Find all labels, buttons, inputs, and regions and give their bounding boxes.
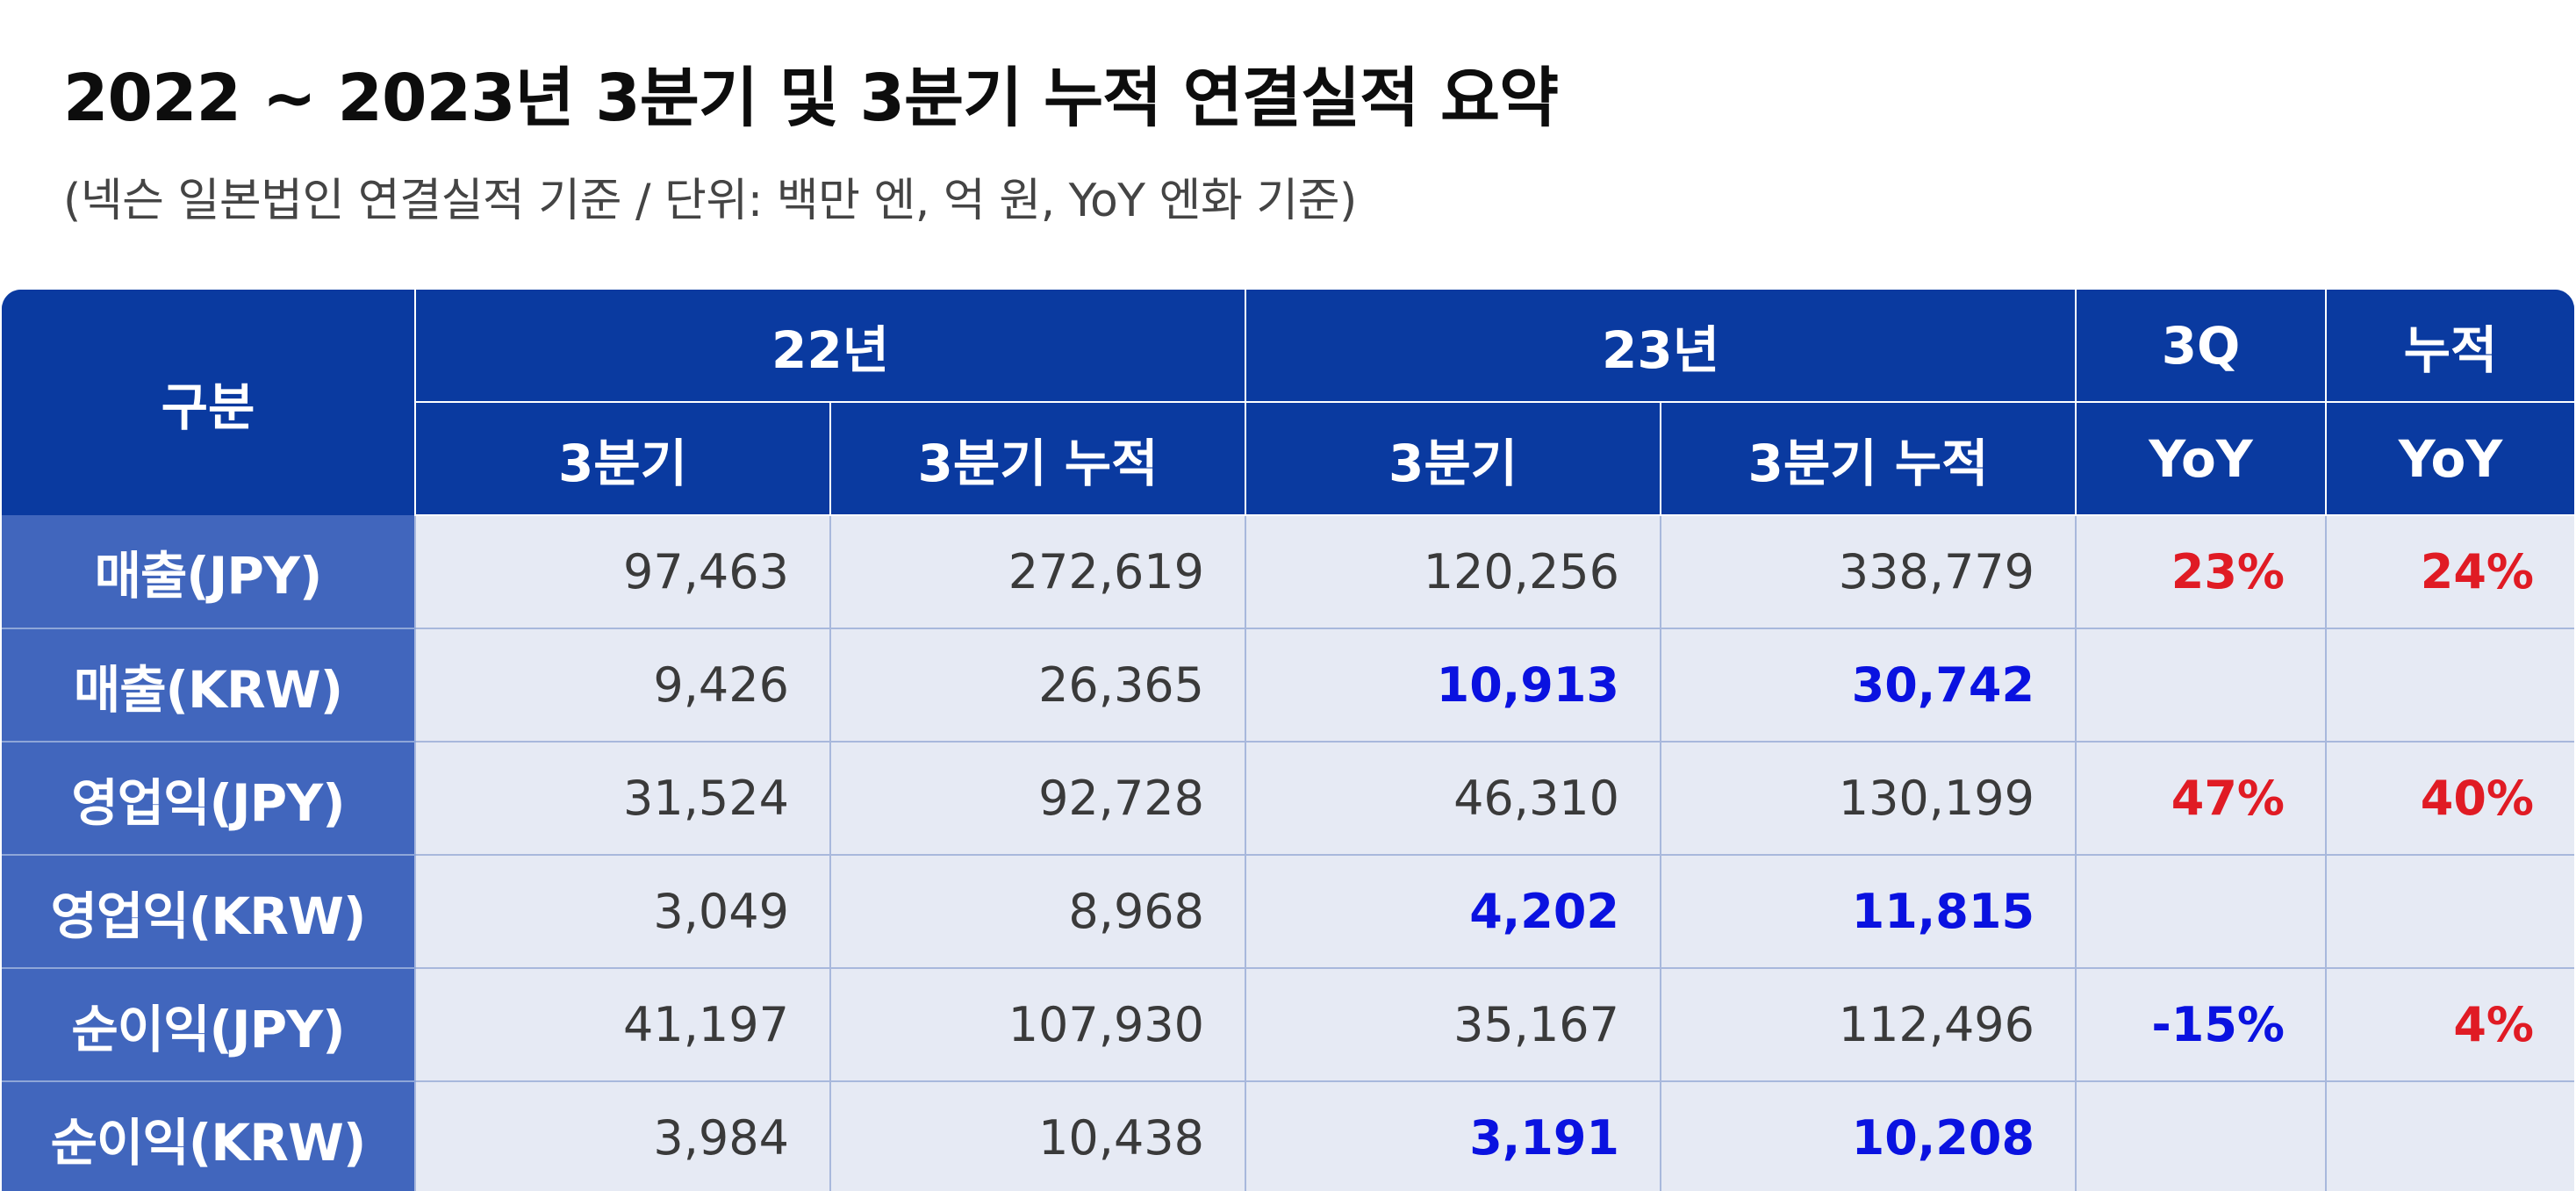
header-row-sub: 3분기 3분기 누적 3분기 3분기 누적 YoY YoY <box>2 402 2574 516</box>
cell-yoy-3q <box>2075 855 2327 969</box>
header-q3-2022: 3분기 <box>414 402 830 516</box>
cell-cum-2023: 338,779 <box>1660 515 2077 629</box>
header-yoy-3q: YoY <box>2075 402 2327 516</box>
cell-cum-2022: 10,438 <box>829 1081 1246 1191</box>
cell-yoy-3q <box>2075 628 2327 743</box>
cell-q3-2022: 9,426 <box>414 628 830 743</box>
header-group-cumulative: 누적 <box>2325 290 2574 403</box>
cell-q3-2022: 3,049 <box>414 855 830 969</box>
row-label: 영업익(KRW) <box>2 855 415 969</box>
header-group-2022: 22년 <box>413 290 1246 403</box>
table-row-revenue-jpy: 매출(JPY) 97,463 272,619 120,256 338,779 2… <box>2 515 2574 629</box>
table-row-operating-profit-jpy: 영업익(JPY) 31,524 92,728 46,310 130,199 47… <box>2 742 2574 856</box>
cell-q3-2023: 3,191 <box>1245 1081 1661 1191</box>
cell-yoy-cumulative: 40% <box>2325 742 2574 856</box>
cell-cum-2023: 130,199 <box>1660 742 2077 856</box>
cell-cum-2022: 8,968 <box>829 855 1246 969</box>
header-cum-2023: 3분기 누적 <box>1660 402 2077 516</box>
cell-cum-2023: 30,742 <box>1660 628 2077 743</box>
cell-cum-2022: 26,365 <box>829 628 1246 743</box>
header-cum-2022: 3분기 누적 <box>829 402 1246 516</box>
table-row-net-income-jpy: 순이익(JPY) 41,197 107,930 35,167 112,496 -… <box>2 968 2574 1082</box>
cell-cum-2023: 10,208 <box>1660 1081 2077 1191</box>
cell-q3-2023: 10,913 <box>1245 628 1661 743</box>
cell-yoy-3q: -15% <box>2075 968 2327 1082</box>
results-table: 구분 22년 23년 3Q 누적 3분기 3분기 누적 3분기 3분기 누적 Y… <box>2 290 2574 1191</box>
cell-yoy-3q: 23% <box>2075 515 2327 629</box>
cell-q3-2023: 120,256 <box>1245 515 1661 629</box>
page-title: 2022 ~ 2023년 3분기 및 3분기 누적 연결실적 요약 <box>63 61 1559 136</box>
row-label: 매출(KRW) <box>2 628 415 743</box>
row-label: 순이익(KRW) <box>2 1081 415 1191</box>
header-group-3q: 3Q <box>2075 290 2327 403</box>
results-table-container: 구분 22년 23년 3Q 누적 3분기 3분기 누적 3분기 3분기 누적 Y… <box>2 290 2574 1191</box>
header-yoy-cumulative: YoY <box>2325 402 2574 516</box>
header-row-groups: 구분 22년 23년 3Q 누적 <box>2 290 2574 515</box>
cell-yoy-cumulative <box>2325 628 2574 743</box>
row-label: 순이익(JPY) <box>2 968 415 1082</box>
page-subtitle: (넥슨 일본법인 연결실적 기준 / 단위: 백만 엔, 억 원, YoY 엔화… <box>63 175 1357 227</box>
cell-q3-2022: 31,524 <box>414 742 830 856</box>
cell-yoy-cumulative <box>2325 855 2574 969</box>
cell-cum-2022: 107,930 <box>829 968 1246 1082</box>
header-q3-2023: 3분기 <box>1245 402 1661 516</box>
cell-q3-2023: 4,202 <box>1245 855 1661 969</box>
cell-q3-2022: 41,197 <box>414 968 830 1082</box>
cell-yoy-cumulative <box>2325 1081 2574 1191</box>
cell-q3-2022: 97,463 <box>414 515 830 629</box>
header-group-2023: 23년 <box>1245 290 2077 403</box>
row-label: 매출(JPY) <box>2 515 415 629</box>
cell-cum-2023: 11,815 <box>1660 855 2077 969</box>
cell-yoy-3q <box>2075 1081 2327 1191</box>
table-row-net-income-krw: 순이익(KRW) 3,984 10,438 3,191 10,208 <box>2 1081 2574 1191</box>
cell-yoy-cumulative: 4% <box>2325 968 2574 1082</box>
cell-yoy-cumulative: 24% <box>2325 515 2574 629</box>
cell-cum-2022: 92,728 <box>829 742 1246 856</box>
table-row-operating-profit-krw: 영업익(KRW) 3,049 8,968 4,202 11,815 <box>2 855 2574 969</box>
header-category: 구분 <box>2 290 415 515</box>
table-row-revenue-krw: 매출(KRW) 9,426 26,365 10,913 30,742 <box>2 628 2574 743</box>
cell-q3-2023: 46,310 <box>1245 742 1661 856</box>
cell-q3-2022: 3,984 <box>414 1081 830 1191</box>
cell-cum-2022: 272,619 <box>829 515 1246 629</box>
cell-q3-2023: 35,167 <box>1245 968 1661 1082</box>
cell-yoy-3q: 47% <box>2075 742 2327 856</box>
row-label: 영업익(JPY) <box>2 742 415 856</box>
cell-cum-2023: 112,496 <box>1660 968 2077 1082</box>
